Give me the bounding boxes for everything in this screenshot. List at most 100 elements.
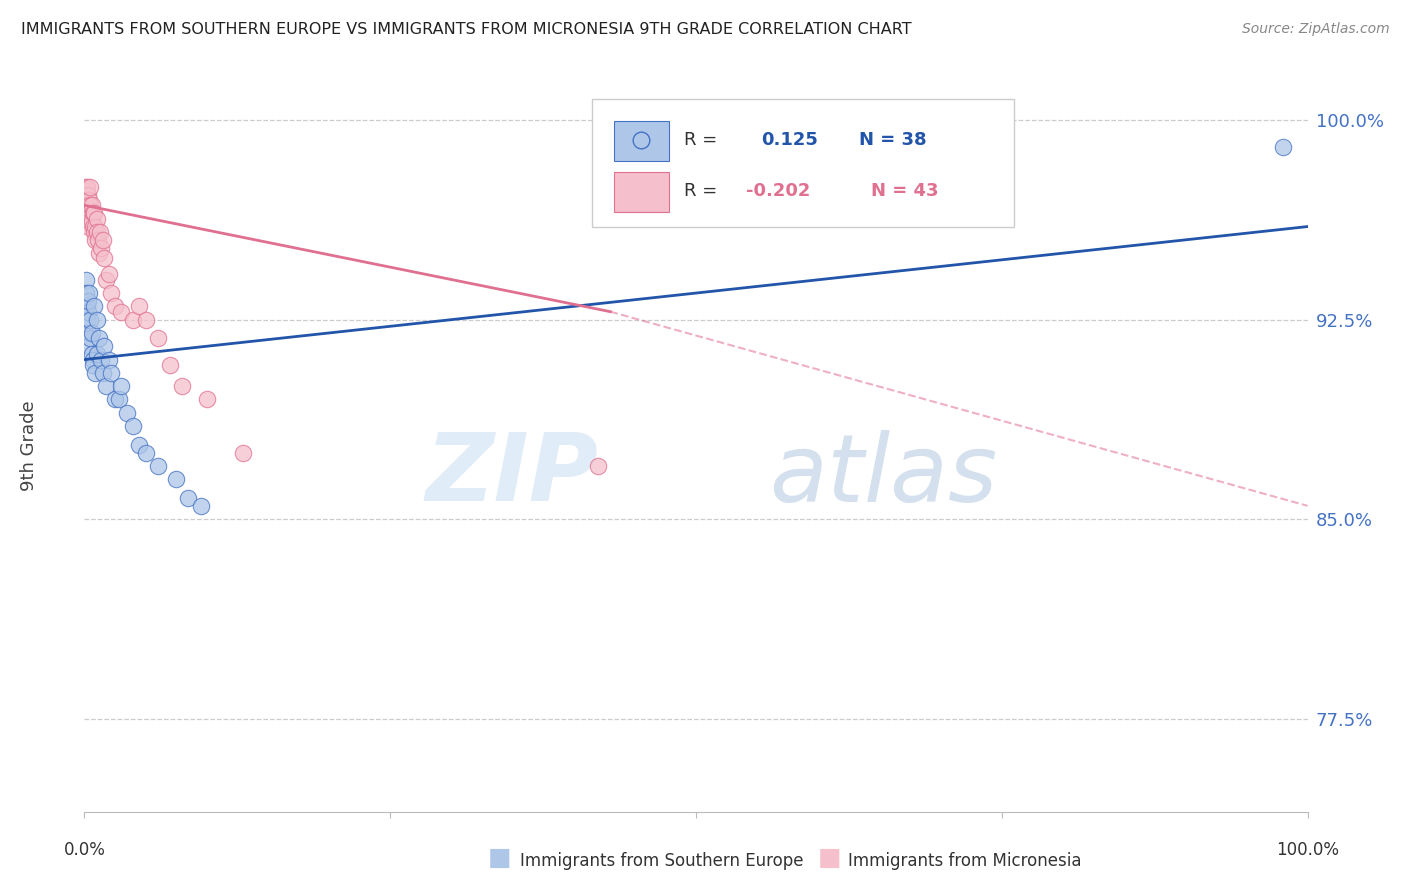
Point <box>232 445 254 459</box>
Text: 0.125: 0.125 <box>761 131 818 149</box>
Text: ■: ■ <box>818 846 841 870</box>
Point <box>80 198 103 212</box>
Point <box>165 472 187 486</box>
Point <box>135 445 157 459</box>
Point <box>87 246 110 260</box>
Point <box>96 273 118 287</box>
Point <box>86 312 108 326</box>
FancyBboxPatch shape <box>614 171 669 212</box>
Text: R =: R = <box>683 183 723 201</box>
Point <box>84 219 107 234</box>
Point <box>190 499 212 513</box>
Point <box>87 233 110 247</box>
Text: N = 43: N = 43 <box>870 183 938 201</box>
Point <box>100 286 122 301</box>
Point <box>83 225 105 239</box>
Text: 0.0%: 0.0% <box>63 841 105 859</box>
Point <box>86 211 108 226</box>
Point <box>79 331 101 345</box>
Point <box>122 312 145 326</box>
Point <box>128 438 150 452</box>
Point <box>75 198 97 212</box>
Text: ■: ■ <box>488 846 510 870</box>
Text: atlas: atlas <box>769 430 998 521</box>
Point <box>115 406 138 420</box>
Point <box>97 352 120 367</box>
Point <box>80 326 103 340</box>
Text: Immigrants from Micronesia: Immigrants from Micronesia <box>848 852 1081 870</box>
Point <box>159 358 181 372</box>
Point <box>586 458 609 473</box>
Point <box>177 491 200 505</box>
Point <box>73 179 96 194</box>
Text: 100.0%: 100.0% <box>1277 841 1339 859</box>
FancyBboxPatch shape <box>592 98 1014 227</box>
Point <box>89 225 111 239</box>
Point <box>96 379 118 393</box>
Point <box>83 206 105 220</box>
Point <box>79 198 101 212</box>
Point <box>172 379 194 393</box>
Point <box>77 304 100 318</box>
Point <box>75 286 97 301</box>
Point <box>77 206 100 220</box>
Point <box>93 339 115 353</box>
Point <box>75 273 97 287</box>
Point <box>107 392 129 407</box>
Point <box>82 206 104 220</box>
Text: Source: ZipAtlas.com: Source: ZipAtlas.com <box>1241 22 1389 37</box>
Point <box>80 214 103 228</box>
Point <box>110 379 132 393</box>
Point <box>76 198 98 212</box>
Text: 9th Grade: 9th Grade <box>20 401 38 491</box>
Point <box>128 299 150 313</box>
Point <box>77 293 100 308</box>
Point <box>135 312 157 326</box>
Point <box>90 241 112 255</box>
Point <box>79 179 101 194</box>
Point <box>77 286 100 301</box>
Point <box>110 304 132 318</box>
Text: -0.202: -0.202 <box>747 183 810 201</box>
Point <box>87 331 110 345</box>
Point <box>76 179 98 194</box>
Point <box>82 352 104 367</box>
Point <box>97 268 120 282</box>
Point <box>84 233 107 247</box>
Point <box>86 225 108 239</box>
Point <box>77 219 100 234</box>
Point <box>91 366 114 380</box>
Text: IMMIGRANTS FROM SOUTHERN EUROPE VS IMMIGRANTS FROM MICRONESIA 9TH GRADE CORRELAT: IMMIGRANTS FROM SOUTHERN EUROPE VS IMMIG… <box>21 22 911 37</box>
Point <box>76 312 98 326</box>
Point <box>79 214 101 228</box>
Point <box>80 347 103 361</box>
Text: R =: R = <box>683 131 728 149</box>
Point <box>77 326 100 340</box>
Point <box>84 366 107 380</box>
Point <box>146 331 169 345</box>
Point <box>77 339 100 353</box>
Point <box>86 347 108 361</box>
Point <box>83 299 105 313</box>
Point <box>1272 140 1295 154</box>
Point <box>82 358 104 372</box>
Point <box>122 419 145 434</box>
Point <box>104 299 127 313</box>
Point <box>146 458 169 473</box>
Point <box>90 352 112 367</box>
Point <box>77 187 100 202</box>
Point <box>77 198 100 212</box>
Text: ZIP: ZIP <box>425 429 598 521</box>
Point <box>76 299 98 313</box>
Point <box>93 252 115 266</box>
Point <box>77 193 100 207</box>
Point <box>82 219 104 234</box>
Point <box>75 187 97 202</box>
Text: N = 38: N = 38 <box>859 131 927 149</box>
Point <box>100 366 122 380</box>
Point <box>79 312 101 326</box>
FancyBboxPatch shape <box>614 120 669 161</box>
Point <box>195 392 218 407</box>
Text: Immigrants from Southern Europe: Immigrants from Southern Europe <box>520 852 804 870</box>
Point <box>104 392 127 407</box>
